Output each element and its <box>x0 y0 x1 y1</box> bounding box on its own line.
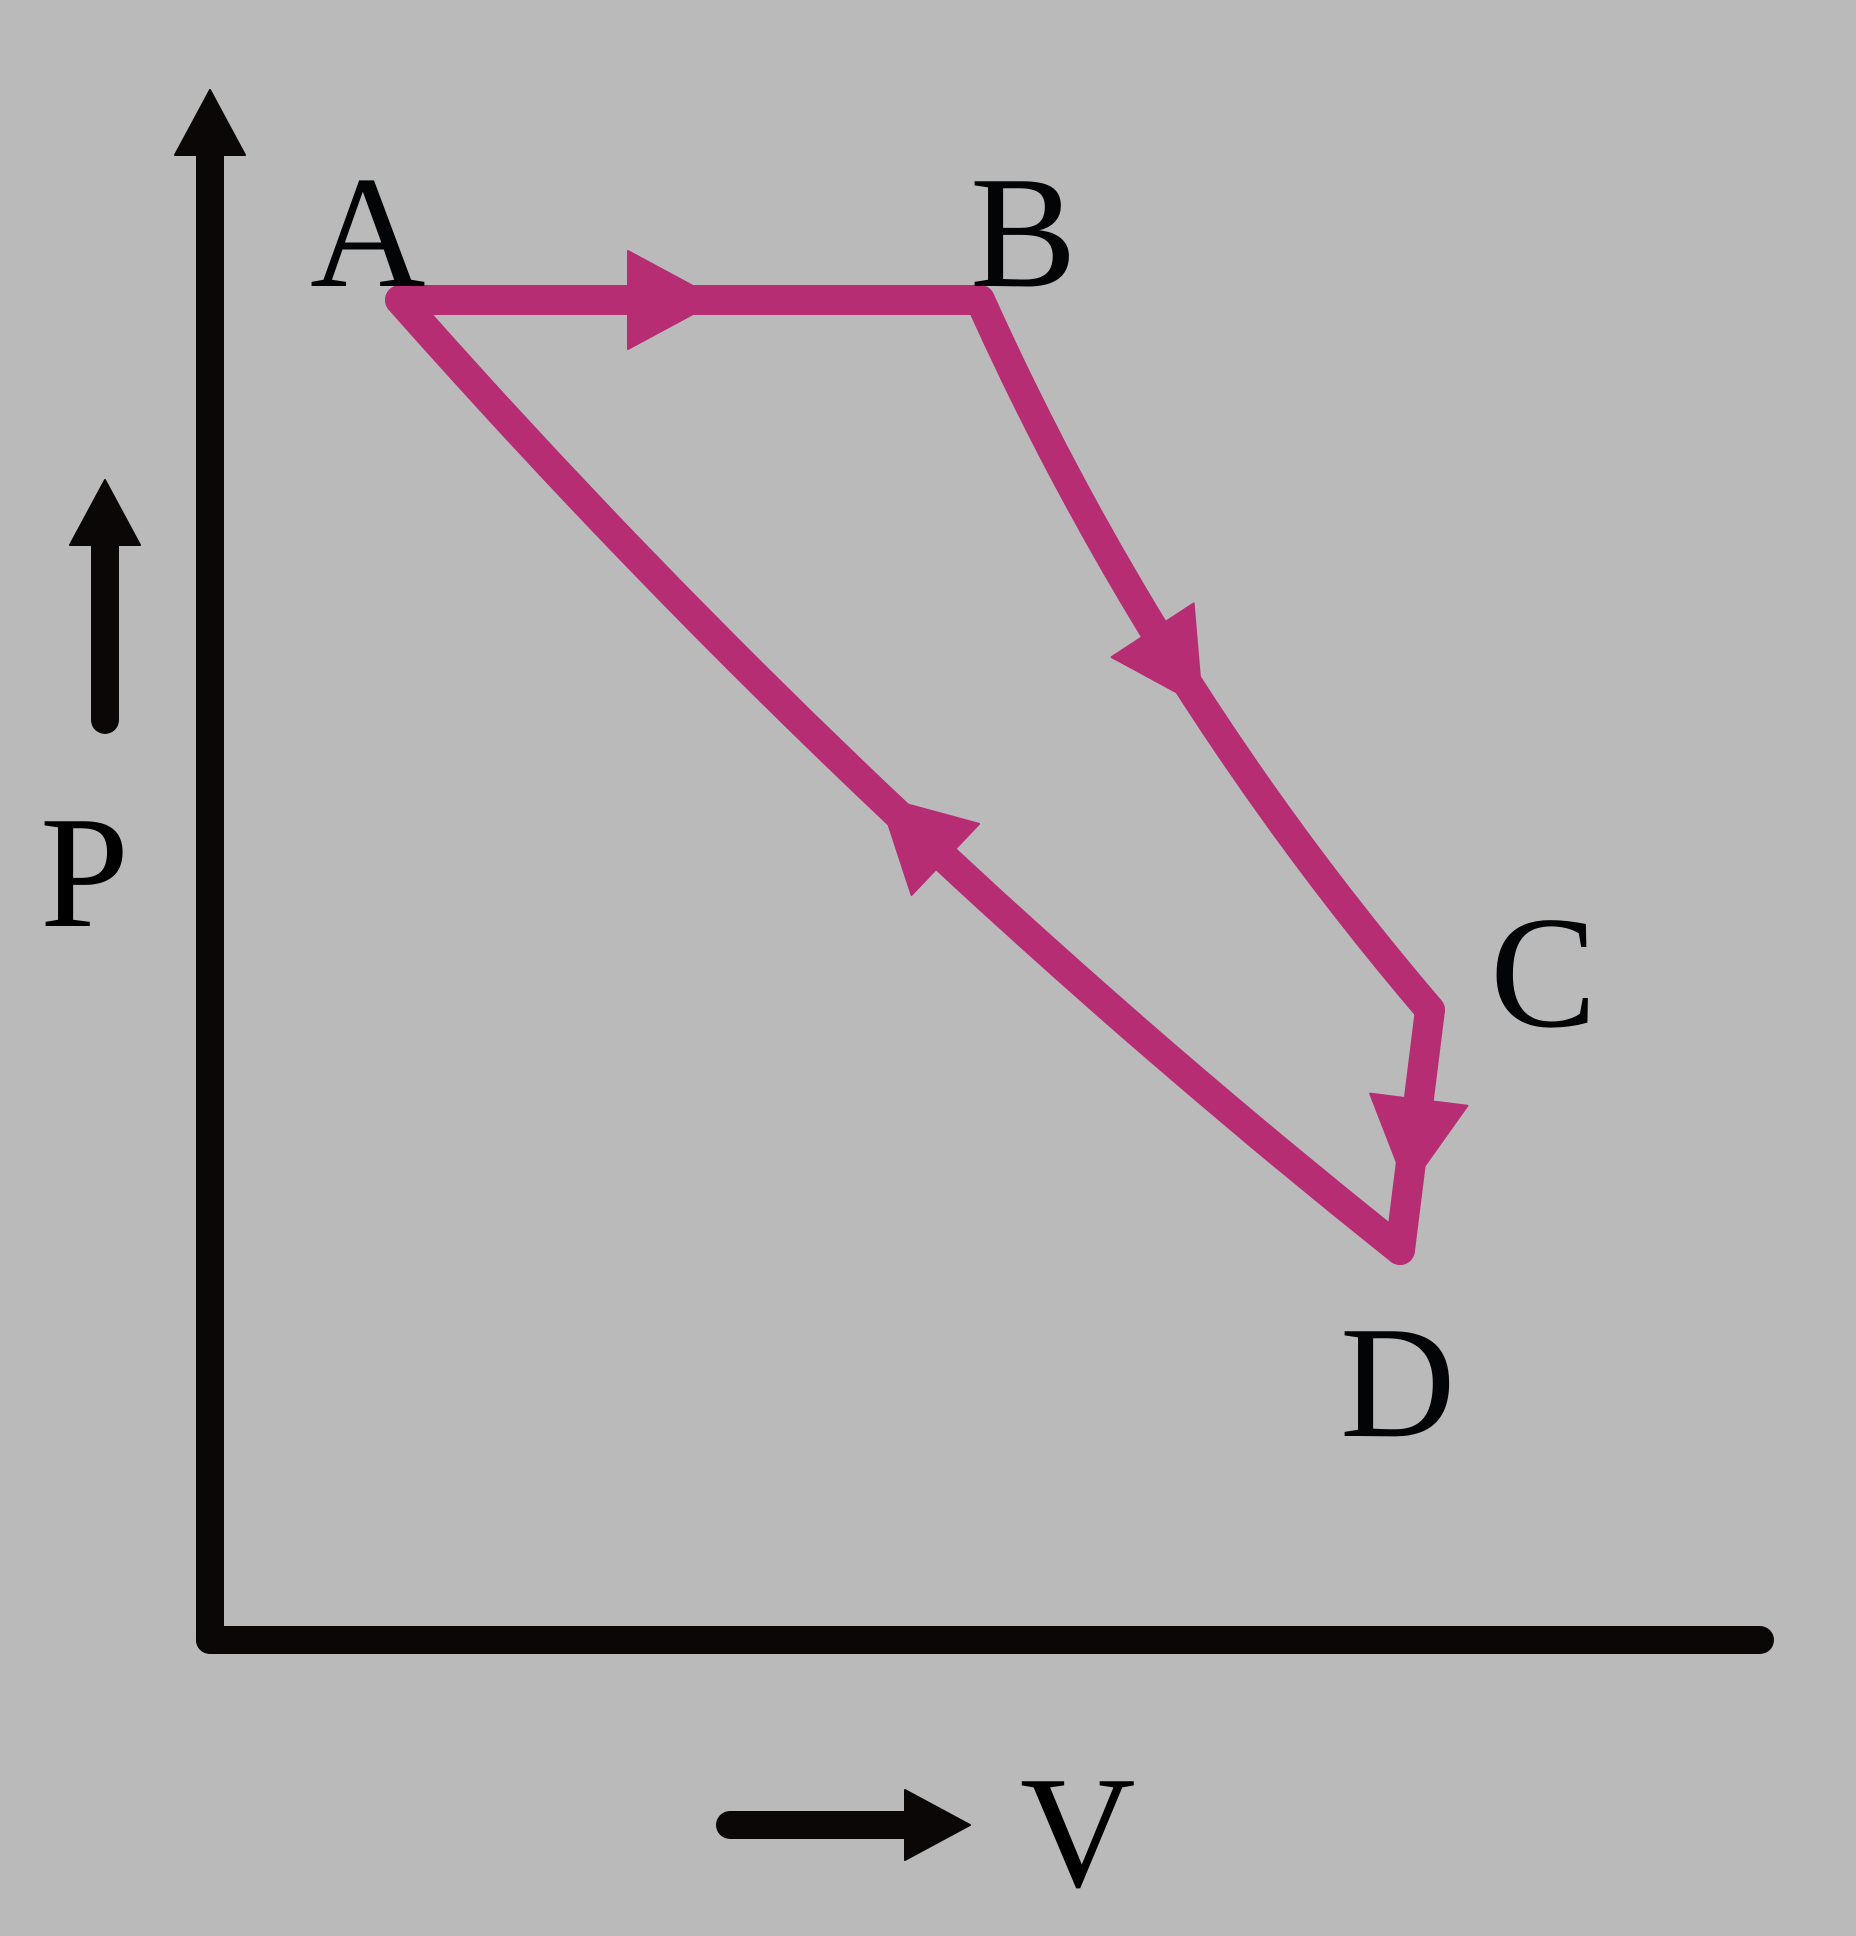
vertex-label-b: B <box>970 140 1077 325</box>
y-axis-label: P <box>40 780 129 965</box>
pv-diagram-container: P V A B C D <box>0 0 1856 1936</box>
vertex-label-d: D <box>1340 1290 1456 1475</box>
x-axis-label: V <box>1020 1740 1136 1925</box>
vertex-label-c: C <box>1490 880 1597 1065</box>
vertex-label-a: A <box>310 140 426 325</box>
